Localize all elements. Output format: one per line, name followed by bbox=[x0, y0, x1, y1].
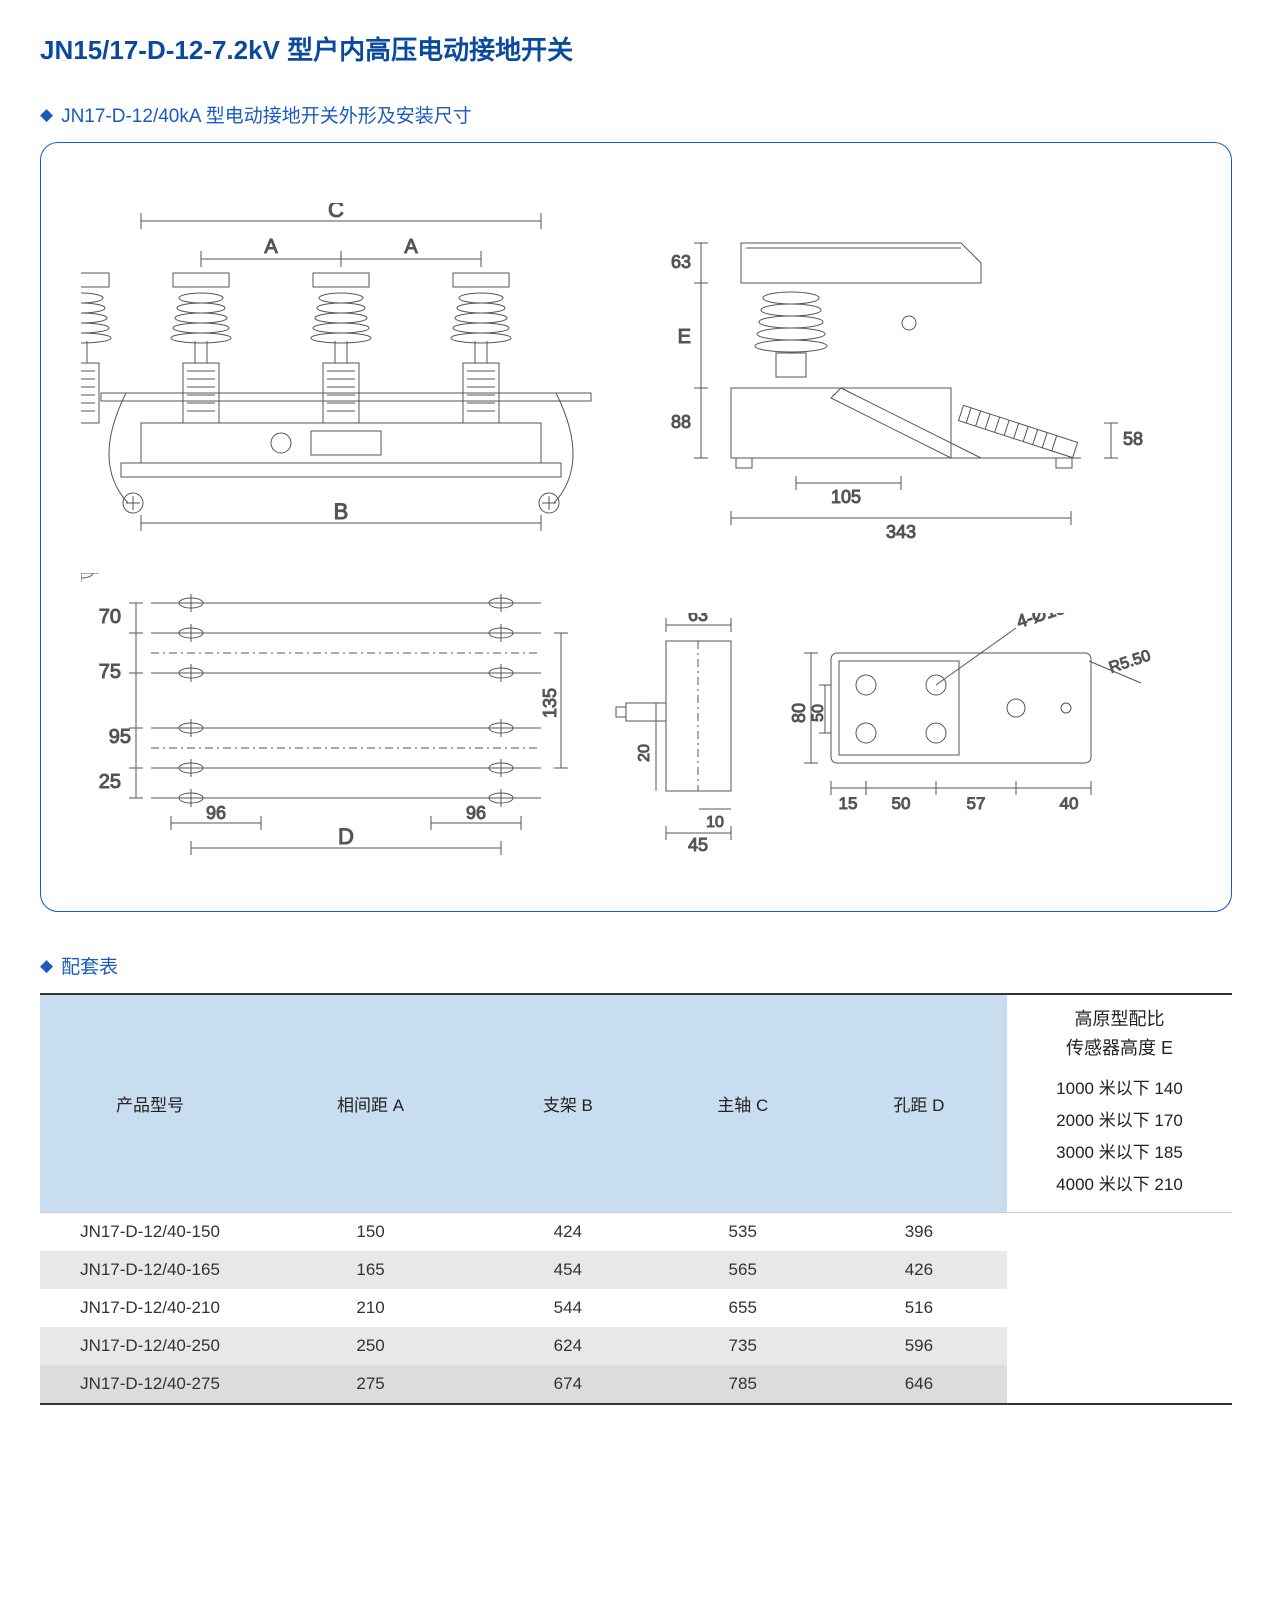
cell: 735 bbox=[655, 1327, 831, 1365]
cell: 424 bbox=[481, 1212, 655, 1251]
side-line-3: 3000 米以下 185 bbox=[1013, 1137, 1226, 1169]
cell: 454 bbox=[481, 1251, 655, 1289]
col-b: 支架 B bbox=[481, 994, 655, 1212]
cell: 426 bbox=[831, 1251, 1007, 1289]
bracket-view-diagram: 4-Ø13 R5.50 80 50 15 50 57 40 bbox=[781, 613, 1181, 843]
side-info-cell: 高原型配比 传感器高度 E 1000 米以下 140 2000 米以下 170 … bbox=[1007, 994, 1232, 1212]
diagram-container: C A A bbox=[40, 142, 1232, 912]
cell: 674 bbox=[481, 1365, 655, 1404]
dimensions-section-label: JN17-D-12/40kA 型电动接地开关外形及安装尺寸 bbox=[61, 101, 472, 128]
cell: JN17-D-12/40-250 bbox=[40, 1327, 260, 1365]
svg-text:R5.50: R5.50 bbox=[1107, 647, 1153, 676]
svg-text:D: D bbox=[338, 824, 354, 849]
cell: 596 bbox=[831, 1327, 1007, 1365]
dimensions-section-header: ◆ JN17-D-12/40kA 型电动接地开关外形及安装尺寸 bbox=[40, 101, 1232, 128]
svg-text:50: 50 bbox=[810, 704, 827, 722]
cell: 544 bbox=[481, 1289, 655, 1327]
cell: 396 bbox=[831, 1212, 1007, 1251]
cell: 535 bbox=[655, 1212, 831, 1251]
side-line-4: 4000 米以下 210 bbox=[1013, 1169, 1226, 1201]
side-header-2: 传感器高度 E bbox=[1066, 1038, 1173, 1058]
svg-text:343: 343 bbox=[886, 522, 916, 542]
table-row: JN17-D-12/40-250 250 624 735 596 bbox=[40, 1327, 1232, 1365]
svg-text:96: 96 bbox=[466, 803, 486, 823]
svg-text:4-Ø13: 4-Ø13 bbox=[1014, 613, 1068, 632]
svg-text:25: 25 bbox=[99, 771, 121, 793]
cell: JN17-D-12/40-150 bbox=[40, 1212, 260, 1251]
table-section-label: 配套表 bbox=[61, 952, 118, 979]
table-row: JN17-D-12/40-165 165 454 565 426 bbox=[40, 1251, 1232, 1289]
table-section-header: ◆ 配套表 bbox=[40, 952, 1232, 979]
cell: 250 bbox=[260, 1327, 481, 1365]
side-line-1: 1000 米以下 140 bbox=[1013, 1073, 1226, 1105]
svg-text:57: 57 bbox=[967, 794, 986, 813]
side-header-1: 高原型配比 bbox=[1075, 1009, 1165, 1029]
svg-text:15: 15 bbox=[839, 794, 858, 813]
cell: 165 bbox=[260, 1251, 481, 1289]
svg-text:40: 40 bbox=[1060, 794, 1079, 813]
svg-text:63: 63 bbox=[671, 252, 691, 272]
cell: JN17-D-12/40-275 bbox=[40, 1365, 260, 1404]
table-row: JN17-D-12/40-275 275 674 785 646 bbox=[40, 1365, 1232, 1404]
svg-text:96: 96 bbox=[206, 803, 226, 823]
plan-view-diagram: 70 75 95 25 96 96 D 135 bbox=[81, 573, 601, 863]
svg-text:45: 45 bbox=[688, 835, 708, 855]
cell: 275 bbox=[260, 1365, 481, 1404]
svg-text:105: 105 bbox=[831, 487, 861, 507]
cell: 150 bbox=[260, 1212, 481, 1251]
cell: 785 bbox=[655, 1365, 831, 1404]
svg-text:10: 10 bbox=[706, 814, 724, 831]
diamond-icon: ◆ bbox=[40, 105, 53, 125]
svg-text:135: 135 bbox=[540, 688, 560, 718]
svg-text:A: A bbox=[404, 236, 418, 258]
svg-text:63: 63 bbox=[688, 613, 708, 625]
svg-text:80: 80 bbox=[789, 703, 809, 723]
cell: 210 bbox=[260, 1289, 481, 1327]
cell: 655 bbox=[655, 1289, 831, 1327]
svg-text:70: 70 bbox=[99, 606, 121, 628]
svg-text:20: 20 bbox=[636, 744, 653, 762]
svg-text:75: 75 bbox=[99, 661, 121, 683]
table-row: JN17-D-12/40-150 150 424 535 396 bbox=[40, 1212, 1232, 1251]
svg-text:E: E bbox=[678, 326, 691, 348]
svg-text:C: C bbox=[328, 203, 344, 222]
spec-table: 产品型号 相间距 A 支架 B 主轴 C 孔距 D 高原型配比 传感器高度 E … bbox=[40, 993, 1232, 1405]
svg-text:B: B bbox=[334, 499, 349, 524]
cell: JN17-D-12/40-210 bbox=[40, 1289, 260, 1327]
table-row: JN17-D-12/40-210 210 544 655 516 bbox=[40, 1289, 1232, 1327]
side-line-2: 2000 米以下 170 bbox=[1013, 1105, 1226, 1137]
diamond-icon: ◆ bbox=[40, 956, 53, 976]
svg-text:95: 95 bbox=[109, 726, 131, 748]
col-a: 相间距 A bbox=[260, 994, 481, 1212]
svg-text:88: 88 bbox=[671, 412, 691, 432]
cell: 624 bbox=[481, 1327, 655, 1365]
cell: 646 bbox=[831, 1365, 1007, 1404]
svg-text:A: A bbox=[264, 236, 278, 258]
svg-text:50: 50 bbox=[892, 794, 911, 813]
cell: JN17-D-12/40-165 bbox=[40, 1251, 260, 1289]
col-d: 孔距 D bbox=[831, 994, 1007, 1212]
cell: 516 bbox=[831, 1289, 1007, 1327]
col-model: 产品型号 bbox=[40, 994, 260, 1212]
col-c: 主轴 C bbox=[655, 994, 831, 1212]
handle-view-diagram: 63 20 10 45 bbox=[611, 613, 771, 863]
table-header-row: 产品型号 相间距 A 支架 B 主轴 C 孔距 D 高原型配比 传感器高度 E … bbox=[40, 994, 1232, 1212]
svg-text:58: 58 bbox=[1123, 429, 1143, 449]
cell: 565 bbox=[655, 1251, 831, 1289]
side-view-diagram: 63 E 88 bbox=[661, 223, 1151, 543]
page-title: JN15/17-D-12-7.2kV 型户内高压电动接地开关 bbox=[40, 30, 1232, 67]
front-view-diagram: C A A bbox=[81, 203, 601, 533]
